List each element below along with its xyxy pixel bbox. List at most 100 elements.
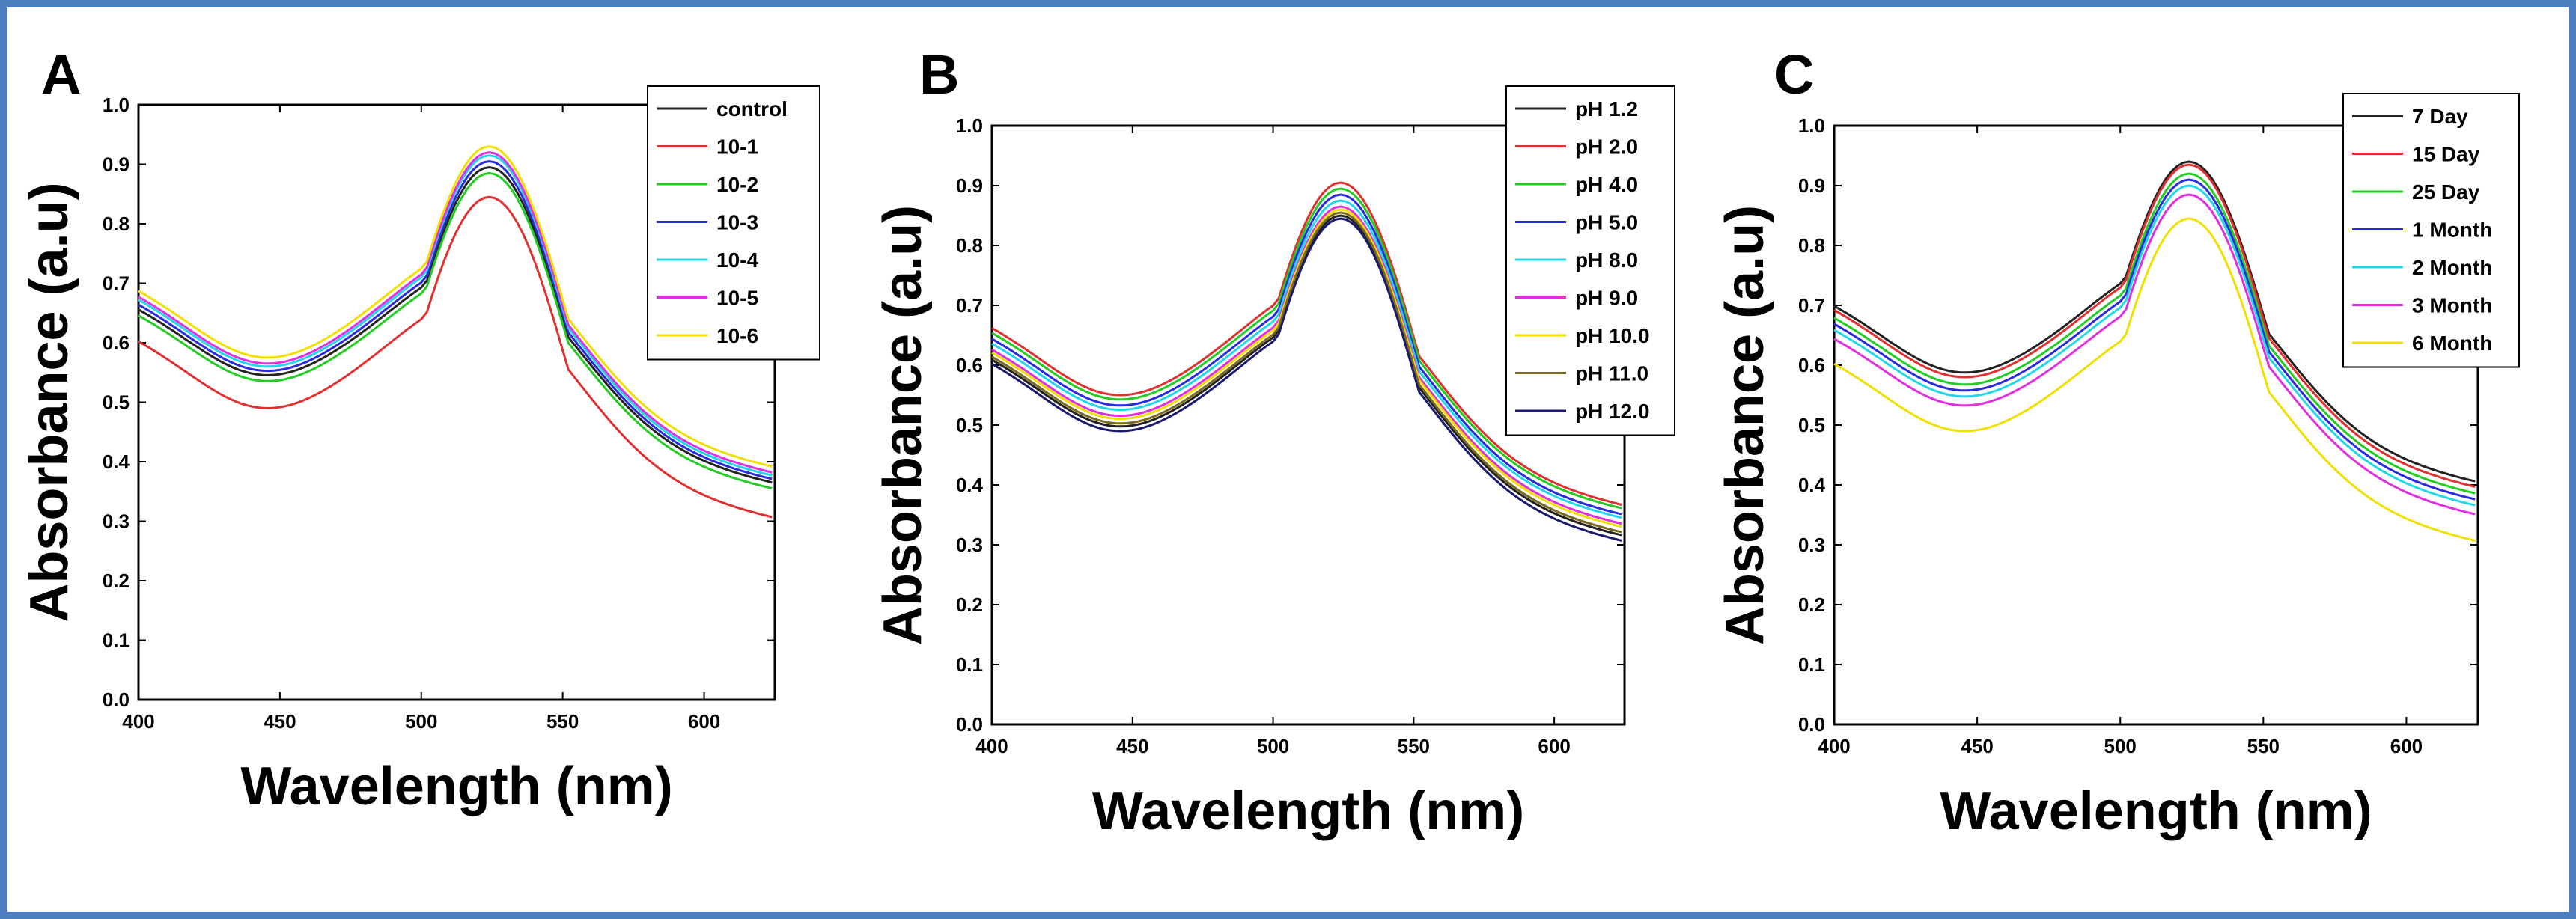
legend-label: pH 2.0 bbox=[1575, 135, 1638, 159]
y-tick-label: 0.7 bbox=[103, 272, 130, 295]
y-tick-label: 0.8 bbox=[956, 234, 983, 257]
series-line-6-month bbox=[1833, 217, 2476, 542]
legend-label: 10-4 bbox=[716, 248, 758, 272]
y-tick-label: 0.9 bbox=[103, 153, 130, 176]
series-line-ph-5-0 bbox=[991, 193, 1622, 516]
legend-label: control bbox=[716, 97, 788, 120]
y-tick-label: 0.3 bbox=[1798, 534, 1825, 556]
x-tick-label: 400 bbox=[122, 710, 154, 733]
series-line-control bbox=[138, 165, 773, 484]
panel-c-label: C bbox=[1774, 43, 1814, 106]
panel-b-label: B bbox=[919, 43, 959, 106]
series-line-ph-11-0 bbox=[991, 211, 1622, 534]
y-tick-label: 0.0 bbox=[103, 689, 130, 711]
x-tick-label: 500 bbox=[1257, 735, 1289, 757]
series-line-1-month bbox=[1833, 178, 2476, 501]
x-tick-label: 600 bbox=[1538, 735, 1570, 757]
legend-label: 7 Day bbox=[2412, 105, 2468, 128]
series-line-ph-9-0 bbox=[991, 205, 1622, 525]
series-line-ph-4-0 bbox=[991, 187, 1622, 510]
legend-label: 10-1 bbox=[716, 135, 758, 159]
x-tick-label: 450 bbox=[1116, 735, 1148, 757]
legend-label: pH 11.0 bbox=[1575, 362, 1648, 385]
series-line-ph-10-0 bbox=[991, 208, 1622, 528]
panel-a-label: A bbox=[41, 43, 81, 106]
legend-label: pH 9.0 bbox=[1575, 287, 1638, 310]
x-axis-title: Wavelength (nm) bbox=[240, 757, 672, 816]
x-tick-label: 400 bbox=[975, 735, 1008, 757]
y-tick-label: 0.3 bbox=[956, 534, 983, 556]
legend-label: 10-5 bbox=[716, 287, 758, 310]
y-tick-label: 0.9 bbox=[956, 174, 983, 197]
legend-label: 10-2 bbox=[716, 173, 758, 196]
legend-label: 10-6 bbox=[716, 324, 758, 347]
legend-label: 25 Day bbox=[2412, 180, 2480, 204]
series-line-10-6 bbox=[138, 145, 773, 468]
x-tick-label: 500 bbox=[2104, 735, 2137, 757]
legend-label: pH 4.0 bbox=[1575, 173, 1638, 196]
y-tick-label: 0.6 bbox=[103, 332, 130, 354]
y-tick-label: 0.5 bbox=[956, 414, 983, 436]
y-axis-title: Absorbance (a.u) bbox=[873, 205, 933, 645]
y-tick-label: 0.4 bbox=[1798, 474, 1826, 496]
legend-label: 2 Month bbox=[2412, 256, 2492, 279]
y-tick-label: 0.3 bbox=[103, 510, 130, 533]
y-tick-label: 0.2 bbox=[1798, 593, 1825, 616]
legend-label: 15 Day bbox=[2412, 143, 2480, 166]
x-tick-label: 450 bbox=[1961, 735, 1993, 757]
x-tick-label: 550 bbox=[546, 710, 579, 733]
series-line-2-month bbox=[1833, 184, 2476, 507]
y-tick-label: 0.8 bbox=[1798, 234, 1825, 257]
y-tick-label: 0.7 bbox=[1798, 294, 1825, 317]
series-line-3-month bbox=[1833, 193, 2476, 516]
legend-label: 10-3 bbox=[716, 211, 758, 234]
y-tick-label: 0.4 bbox=[956, 474, 984, 496]
legend-label: pH 8.0 bbox=[1575, 248, 1638, 272]
y-tick-label: 1.0 bbox=[956, 115, 983, 137]
series-line-ph-8-0 bbox=[991, 199, 1622, 519]
series-line-10-4 bbox=[138, 154, 773, 477]
legend-label: pH 1.2 bbox=[1575, 97, 1638, 120]
x-axis-title: Wavelength (nm) bbox=[1940, 781, 2372, 841]
y-tick-label: 0.0 bbox=[1798, 713, 1825, 736]
x-tick-label: 550 bbox=[2247, 735, 2280, 757]
y-tick-label: 0.1 bbox=[103, 629, 130, 652]
y-tick-label: 0.8 bbox=[103, 213, 130, 235]
series-line-ph-1-2 bbox=[991, 214, 1622, 537]
y-tick-label: 0.5 bbox=[1798, 414, 1825, 436]
y-tick-label: 0.2 bbox=[956, 593, 983, 616]
legend-label: 1 Month bbox=[2412, 219, 2492, 242]
y-axis-title: Absorbance (a.u) bbox=[1715, 205, 1775, 645]
series-line-ph-2-0 bbox=[991, 181, 1622, 506]
x-tick-label: 600 bbox=[2390, 735, 2423, 757]
x-tick-label: 450 bbox=[264, 710, 296, 733]
y-tick-label: 0.2 bbox=[103, 570, 130, 592]
y-tick-label: 0.6 bbox=[956, 354, 983, 376]
y-tick-label: 0.1 bbox=[956, 653, 983, 676]
y-tick-label: 0.4 bbox=[103, 451, 130, 473]
x-tick-label: 550 bbox=[1398, 735, 1430, 757]
x-tick-label: 500 bbox=[405, 710, 437, 733]
legend-label: pH 5.0 bbox=[1575, 211, 1638, 234]
legend-label: 3 Month bbox=[2412, 294, 2492, 317]
series-line-25-day bbox=[1833, 172, 2476, 495]
y-axis-title: Absorbance (a.u) bbox=[19, 182, 79, 622]
y-tick-label: 0.9 bbox=[1798, 174, 1825, 197]
series-line-10-1 bbox=[138, 195, 773, 519]
series-line-10-5 bbox=[138, 151, 773, 474]
y-tick-label: 1.0 bbox=[103, 94, 130, 116]
y-tick-label: 0.7 bbox=[956, 294, 983, 317]
x-tick-label: 600 bbox=[688, 710, 720, 733]
legend-label: pH 12.0 bbox=[1575, 400, 1650, 423]
series-line-7-day bbox=[1833, 160, 2476, 483]
y-tick-label: 1.0 bbox=[1798, 115, 1825, 137]
series-line-ph-12-0 bbox=[991, 217, 1622, 542]
y-tick-label: 0.5 bbox=[103, 391, 130, 414]
x-tick-label: 400 bbox=[1818, 735, 1850, 757]
y-tick-label: 0.0 bbox=[956, 713, 983, 736]
series-line-15-day bbox=[1833, 163, 2476, 488]
legend-label: pH 10.0 bbox=[1575, 324, 1650, 347]
y-tick-label: 0.6 bbox=[1798, 354, 1825, 376]
legend-label: 6 Month bbox=[2412, 332, 2492, 355]
